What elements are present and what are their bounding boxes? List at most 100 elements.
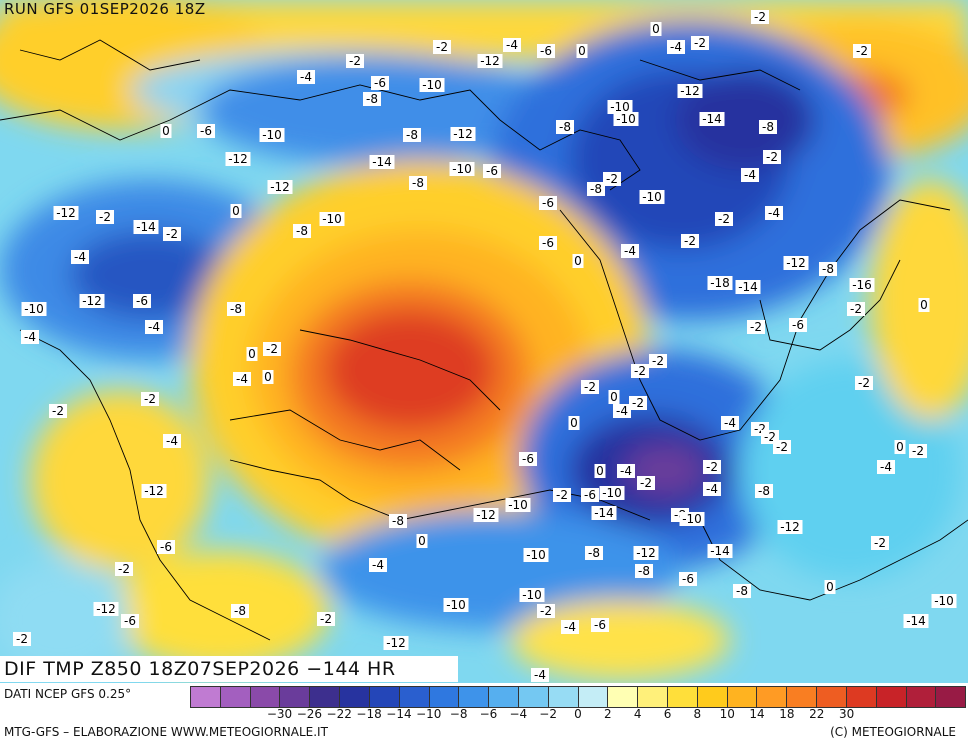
contour-label: -2 [49, 404, 67, 418]
contour-label: -4 [877, 460, 895, 474]
run-title: RUN GFS 01SEP2026 18Z [4, 0, 206, 18]
contour-label: -12 [677, 84, 703, 98]
svg-text:0: 0 [418, 534, 426, 548]
svg-text:-2: -2 [858, 376, 870, 390]
contour-label: -8 [231, 604, 249, 618]
scale-swatch [638, 687, 668, 707]
scale-swatch [250, 687, 281, 707]
contour-label: -4 [617, 464, 635, 478]
svg-text:-8: -8 [392, 514, 404, 528]
svg-text:-8: -8 [366, 92, 378, 106]
data-source: DATI NCEP GFS 0.25° [4, 687, 132, 701]
contour-label: -6 [539, 236, 557, 250]
contour-label: -12 [473, 508, 499, 522]
scale-label: −4 [509, 707, 528, 721]
scale-swatch [906, 687, 937, 707]
contour-label: -2 [433, 40, 451, 54]
svg-text:-6: -6 [374, 76, 386, 90]
svg-text:-12: -12 [786, 256, 806, 270]
svg-text:0: 0 [232, 204, 240, 218]
contour-label: -10 [419, 78, 445, 92]
contour-label: -8 [389, 514, 407, 528]
contour-label: -2 [751, 10, 769, 24]
svg-text:-6: -6 [594, 618, 606, 632]
svg-text:-8: -8 [230, 302, 242, 316]
contour-label: -8 [409, 176, 427, 190]
contour-label: -4 [145, 320, 163, 334]
contour-label: -2 [855, 376, 873, 390]
contour-label: -2 [637, 476, 655, 490]
contour-label: -10 [607, 100, 633, 114]
contour-label: 0 [918, 298, 930, 312]
scale-swatch [518, 687, 549, 707]
contour-label: -4 [71, 250, 89, 264]
svg-text:-10: -10 [682, 512, 702, 526]
scale-label: −14 [386, 707, 412, 721]
contour-label: -6 [789, 318, 807, 332]
contour-label: -6 [133, 294, 151, 308]
svg-text:-6: -6 [160, 540, 172, 554]
contour-label: -10 [519, 588, 545, 602]
svg-text:-8: -8 [590, 182, 602, 196]
contour-label: -6 [371, 76, 389, 90]
contour-label: -10 [599, 486, 625, 500]
contour-label: -8 [585, 546, 603, 560]
svg-text:-12: -12 [476, 508, 496, 522]
contour-label: -4 [765, 206, 783, 220]
contour-label: -4 [613, 404, 631, 418]
scale-label: −6 [479, 707, 498, 721]
svg-text:-10: -10 [602, 486, 622, 500]
svg-text:-6: -6 [540, 44, 552, 58]
scale-label: −18 [356, 707, 382, 721]
contour-label: -10 [443, 598, 469, 612]
svg-text:-4: -4 [564, 620, 576, 634]
contour-label: -2 [346, 54, 364, 68]
svg-text:-4: -4 [706, 482, 718, 496]
svg-text:-12: -12 [453, 127, 473, 141]
svg-text:-4: -4 [534, 668, 546, 682]
svg-text:-8: -8 [559, 120, 571, 134]
contour-label: 0 [594, 464, 606, 478]
svg-text:-10: -10 [522, 588, 542, 602]
contour-label: -4 [297, 70, 315, 84]
scale-label: 30 [838, 707, 855, 721]
svg-text:-2: -2 [652, 354, 664, 368]
svg-text:-8: -8 [762, 120, 774, 134]
contour-label: -18 [707, 276, 733, 290]
contour-label: 0 [894, 440, 906, 454]
scale-swatch [787, 687, 818, 707]
svg-text:-12: -12 [636, 546, 656, 560]
contour-label: -2 [537, 604, 555, 618]
svg-text:-6: -6 [522, 452, 534, 466]
svg-text:-4: -4 [620, 464, 632, 478]
contour-label: -12 [79, 294, 105, 308]
svg-text:-4: -4 [724, 416, 736, 430]
svg-text:-2: -2 [436, 40, 448, 54]
contour-label: -2 [715, 212, 733, 226]
svg-text:-10: -10 [446, 598, 466, 612]
contour-label: -12 [141, 484, 167, 498]
scale-swatch [817, 687, 847, 707]
scale-label: 22 [809, 707, 825, 721]
svg-text:-6: -6 [136, 294, 148, 308]
svg-text:-6: -6 [792, 318, 804, 332]
contour-label: -2 [629, 396, 647, 410]
scale-label: 8 [693, 707, 702, 721]
contour-label: -8 [227, 302, 245, 316]
contour-label: -6 [121, 614, 139, 628]
contour-label: -8 [293, 224, 311, 238]
svg-text:-14: -14 [136, 220, 156, 234]
svg-text:-6: -6 [584, 488, 596, 502]
contour-label: -6 [197, 124, 215, 138]
svg-text:-6: -6 [542, 196, 554, 210]
scale-label: 0 [574, 707, 582, 721]
contour-label: -8 [759, 120, 777, 134]
svg-text:-2: -2 [584, 380, 596, 394]
svg-text:-12: -12 [480, 54, 500, 68]
scale-swatch [608, 687, 639, 707]
contour-label: -4 [703, 482, 721, 496]
contour-label: -12 [777, 520, 803, 534]
svg-text:-12: -12 [270, 180, 290, 194]
contour-label: -14 [133, 220, 159, 234]
contour-label: 0 [824, 580, 836, 594]
